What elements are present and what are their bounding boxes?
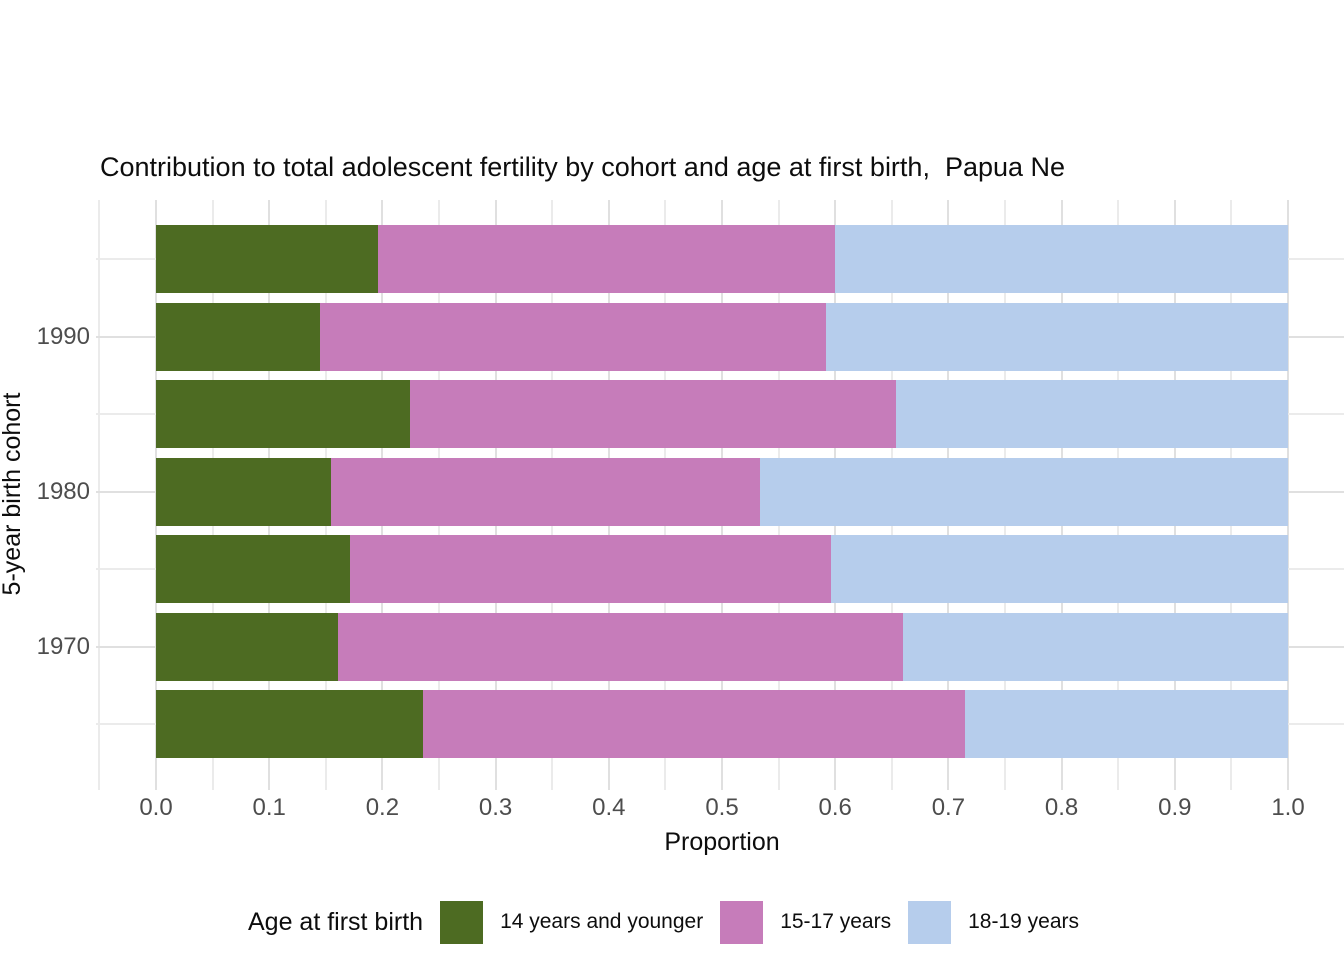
x-axis-title: Proportion bbox=[664, 828, 780, 856]
vertical-gridline bbox=[1287, 200, 1289, 790]
bar-segment bbox=[423, 690, 966, 758]
legend-item: 18-19 years bbox=[908, 900, 1080, 944]
bar-segment bbox=[156, 535, 350, 603]
bar-row-cohort-1965 bbox=[156, 690, 1288, 758]
bar-segment bbox=[331, 457, 761, 526]
bar-segment bbox=[409, 380, 897, 448]
chart-title: Contribution to total adolescent fertili… bbox=[100, 152, 1066, 182]
bar-segment bbox=[338, 612, 904, 681]
bar-segment bbox=[835, 225, 1288, 293]
x-tick-label: 0.8 bbox=[1044, 794, 1079, 821]
bar-segment bbox=[826, 302, 1288, 371]
bar-row-cohort-1995 bbox=[156, 225, 1288, 293]
x-tick-label: 0.9 bbox=[1158, 794, 1192, 821]
legend-key-swatch bbox=[720, 900, 764, 944]
bar-segment bbox=[965, 690, 1288, 758]
x-tick-label: 0.4 bbox=[592, 794, 626, 821]
bar-segment bbox=[377, 225, 836, 293]
bar-row-cohort-1985 bbox=[156, 380, 1288, 448]
legend: Age at first birth 14 years and younger 1… bbox=[0, 899, 1344, 945]
x-tick-label: 0.5 bbox=[705, 794, 739, 821]
bar-segment bbox=[349, 535, 831, 603]
bar-segment bbox=[896, 380, 1288, 448]
legend-item: 14 years and younger bbox=[440, 900, 704, 944]
x-tick-label: 0.3 bbox=[478, 794, 513, 821]
bar-row-cohort-1990 bbox=[156, 302, 1288, 371]
bar-segment bbox=[156, 612, 339, 681]
legend-label: 18-19 years bbox=[968, 910, 1080, 933]
bar-segment bbox=[156, 380, 410, 448]
legend-label: 15-17 years bbox=[780, 910, 892, 933]
x-tick-label: 0.1 bbox=[252, 794, 286, 821]
bar-segment bbox=[830, 535, 1288, 603]
bar-segment bbox=[156, 302, 321, 371]
bar-segment bbox=[903, 612, 1288, 681]
vertical-gridline bbox=[98, 200, 101, 790]
legend-title: Age at first birth bbox=[247, 907, 424, 936]
legend-key-swatch bbox=[908, 900, 952, 944]
bar-segment bbox=[760, 457, 1288, 526]
bar-segment bbox=[156, 225, 378, 293]
y-tick-label: 1990 bbox=[36, 322, 90, 350]
bar-row-cohort-1980 bbox=[156, 457, 1288, 526]
x-tick-label: 0.7 bbox=[931, 794, 966, 821]
bar-segment bbox=[320, 302, 827, 371]
bar-segment bbox=[156, 690, 424, 758]
y-tick-label: 1980 bbox=[36, 477, 90, 505]
y-tick-label: 1970 bbox=[36, 632, 90, 660]
x-tick-label: 0.2 bbox=[365, 794, 400, 821]
legend-label: 14 years and younger bbox=[500, 910, 704, 933]
bar-segment bbox=[156, 457, 332, 526]
x-tick-label: 0.0 bbox=[139, 794, 173, 821]
x-tick-label: 1.0 bbox=[1271, 794, 1305, 821]
legend-key-swatch bbox=[440, 900, 484, 944]
bar-row-cohort-1975 bbox=[156, 535, 1288, 603]
plot-panel bbox=[96, 200, 1344, 790]
legend-item: 15-17 years bbox=[720, 900, 892, 944]
x-tick-label: 0.6 bbox=[818, 794, 852, 821]
bar-row-cohort-1970 bbox=[156, 612, 1288, 681]
